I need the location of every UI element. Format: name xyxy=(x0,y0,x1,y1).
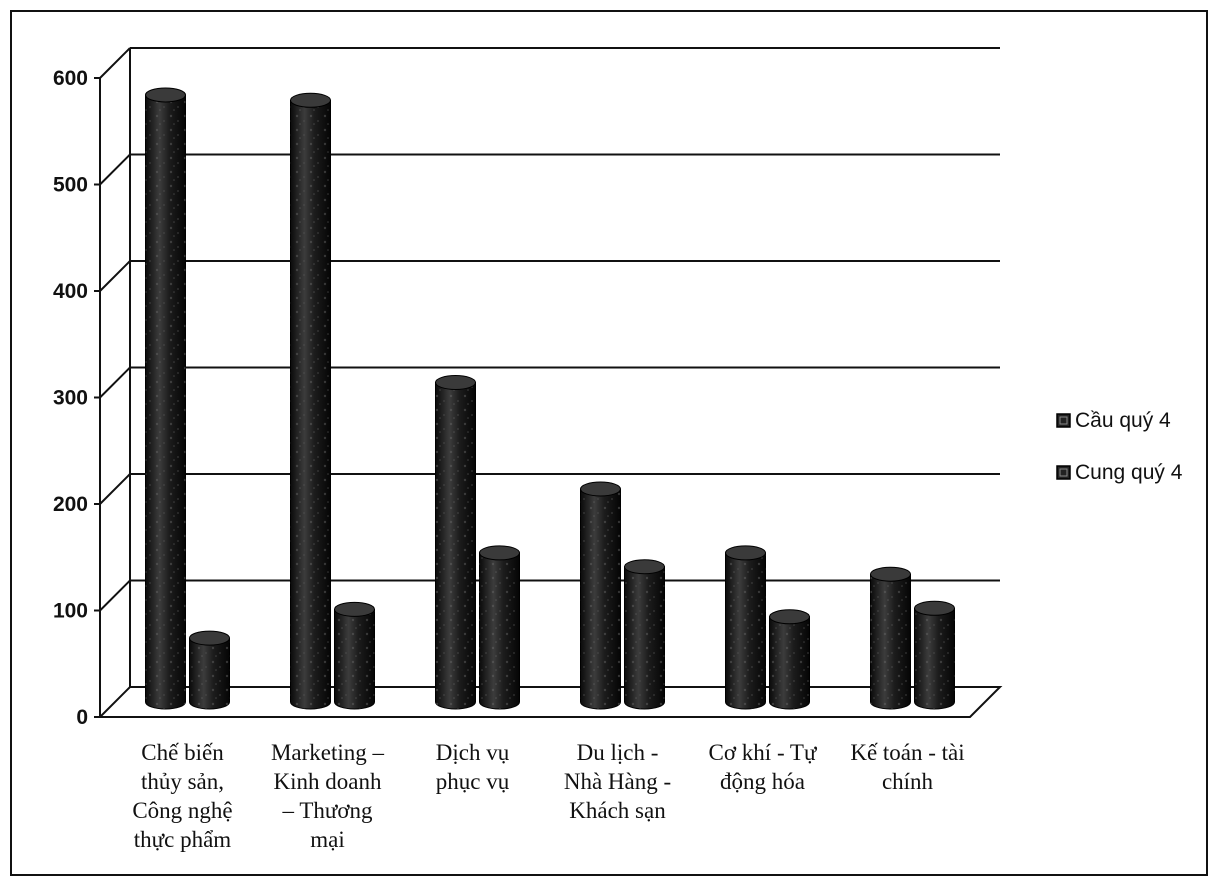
bar-texture-cau-1 xyxy=(145,94,186,710)
grid-layer xyxy=(99,47,1000,612)
legend: Cầu quý 4 Cung quý 4 xyxy=(1056,409,1183,484)
x-category-label: Chế biến xyxy=(141,740,224,765)
bar-texture-cau-4 xyxy=(580,489,621,710)
bar-texture-cung-5 xyxy=(769,616,810,710)
bar-top-cau-1 xyxy=(145,87,186,103)
bar-top-cung-4 xyxy=(624,559,665,575)
bar-top-cung-5 xyxy=(769,609,810,625)
category-labels: Chế biến thủy sản, Công nghệ thực phẩm Marke… xyxy=(132,740,964,852)
x-category-label: phục vụ xyxy=(436,769,510,794)
legend-swatch-inner xyxy=(1059,468,1068,477)
bar-texture-cung-1 xyxy=(189,638,230,710)
legend-label: Cầu quý 4 xyxy=(1075,409,1171,432)
x-category-label: thủy sản, xyxy=(141,769,224,794)
x-category-label: Công nghệ xyxy=(132,798,232,823)
legend-swatch xyxy=(1056,413,1071,428)
y-tick-label: 400 xyxy=(53,280,88,303)
legend-swatch xyxy=(1056,465,1071,480)
bar-texture-cau-6 xyxy=(870,574,911,710)
grid-diagonal xyxy=(99,260,131,292)
bar-top-cung-3 xyxy=(479,545,520,561)
bar-top-cau-6 xyxy=(870,566,911,582)
x-category-label: mại xyxy=(310,827,345,852)
axis-layer: 0 100 200 300 400 500 600 xyxy=(53,48,1003,729)
x-category-label: Kinh doanh xyxy=(274,769,382,794)
bar-top-cau-3 xyxy=(435,375,476,390)
grid-diagonal xyxy=(99,579,131,612)
bar-top-cau-5 xyxy=(725,545,766,561)
y-tick-label: 300 xyxy=(53,387,88,410)
chart-floor xyxy=(97,686,1003,718)
y-tick-label: 500 xyxy=(53,174,88,197)
x-category-label: thực phẩm xyxy=(134,827,232,852)
x-category-label: động hóa xyxy=(720,769,805,794)
y-tick-label: 100 xyxy=(53,600,88,623)
x-category-label: Dịch vụ xyxy=(436,740,510,765)
bar-top-cau-2 xyxy=(290,92,331,108)
bar-texture-cau-2 xyxy=(290,100,331,709)
x-category-label: Nhà Hàng - xyxy=(564,769,671,794)
y-tick-label: 200 xyxy=(53,493,88,516)
bar-texture-cung-6 xyxy=(914,608,955,710)
bar-texture-cung-2 xyxy=(334,609,375,710)
y-tick-label: 0 xyxy=(76,706,88,729)
x-category-label: – Thương xyxy=(281,798,373,823)
x-category-label: chính xyxy=(882,769,934,794)
bar-texture-cung-4 xyxy=(624,566,665,710)
grid-diagonal xyxy=(99,153,131,186)
grid-diagonal xyxy=(99,366,131,399)
grid-diagonal xyxy=(99,47,131,79)
x-category-label: Kế toán - tài xyxy=(850,740,964,765)
x-category-label: Cơ khí - Tự xyxy=(709,740,818,765)
x-category-label: Marketing – xyxy=(271,740,385,765)
legend-swatch-inner xyxy=(1059,416,1068,425)
x-category-label: Khách sạn xyxy=(569,798,666,823)
bar-texture-cau-5 xyxy=(725,552,766,710)
x-category-label: Du lịch - xyxy=(577,740,659,765)
bar-top-cung-2 xyxy=(334,601,375,617)
bar-texture-cau-3 xyxy=(435,382,476,710)
y-tick-label: 600 xyxy=(53,67,88,90)
bar-texture-cung-3 xyxy=(479,552,520,710)
bar-top-cau-4 xyxy=(580,481,621,497)
bar-top-cung-6 xyxy=(914,600,955,616)
bar-top-cung-1 xyxy=(189,630,230,646)
grid-diagonal xyxy=(99,473,131,505)
legend-label: Cung quý 4 xyxy=(1075,461,1183,484)
bars-layer xyxy=(145,87,955,710)
